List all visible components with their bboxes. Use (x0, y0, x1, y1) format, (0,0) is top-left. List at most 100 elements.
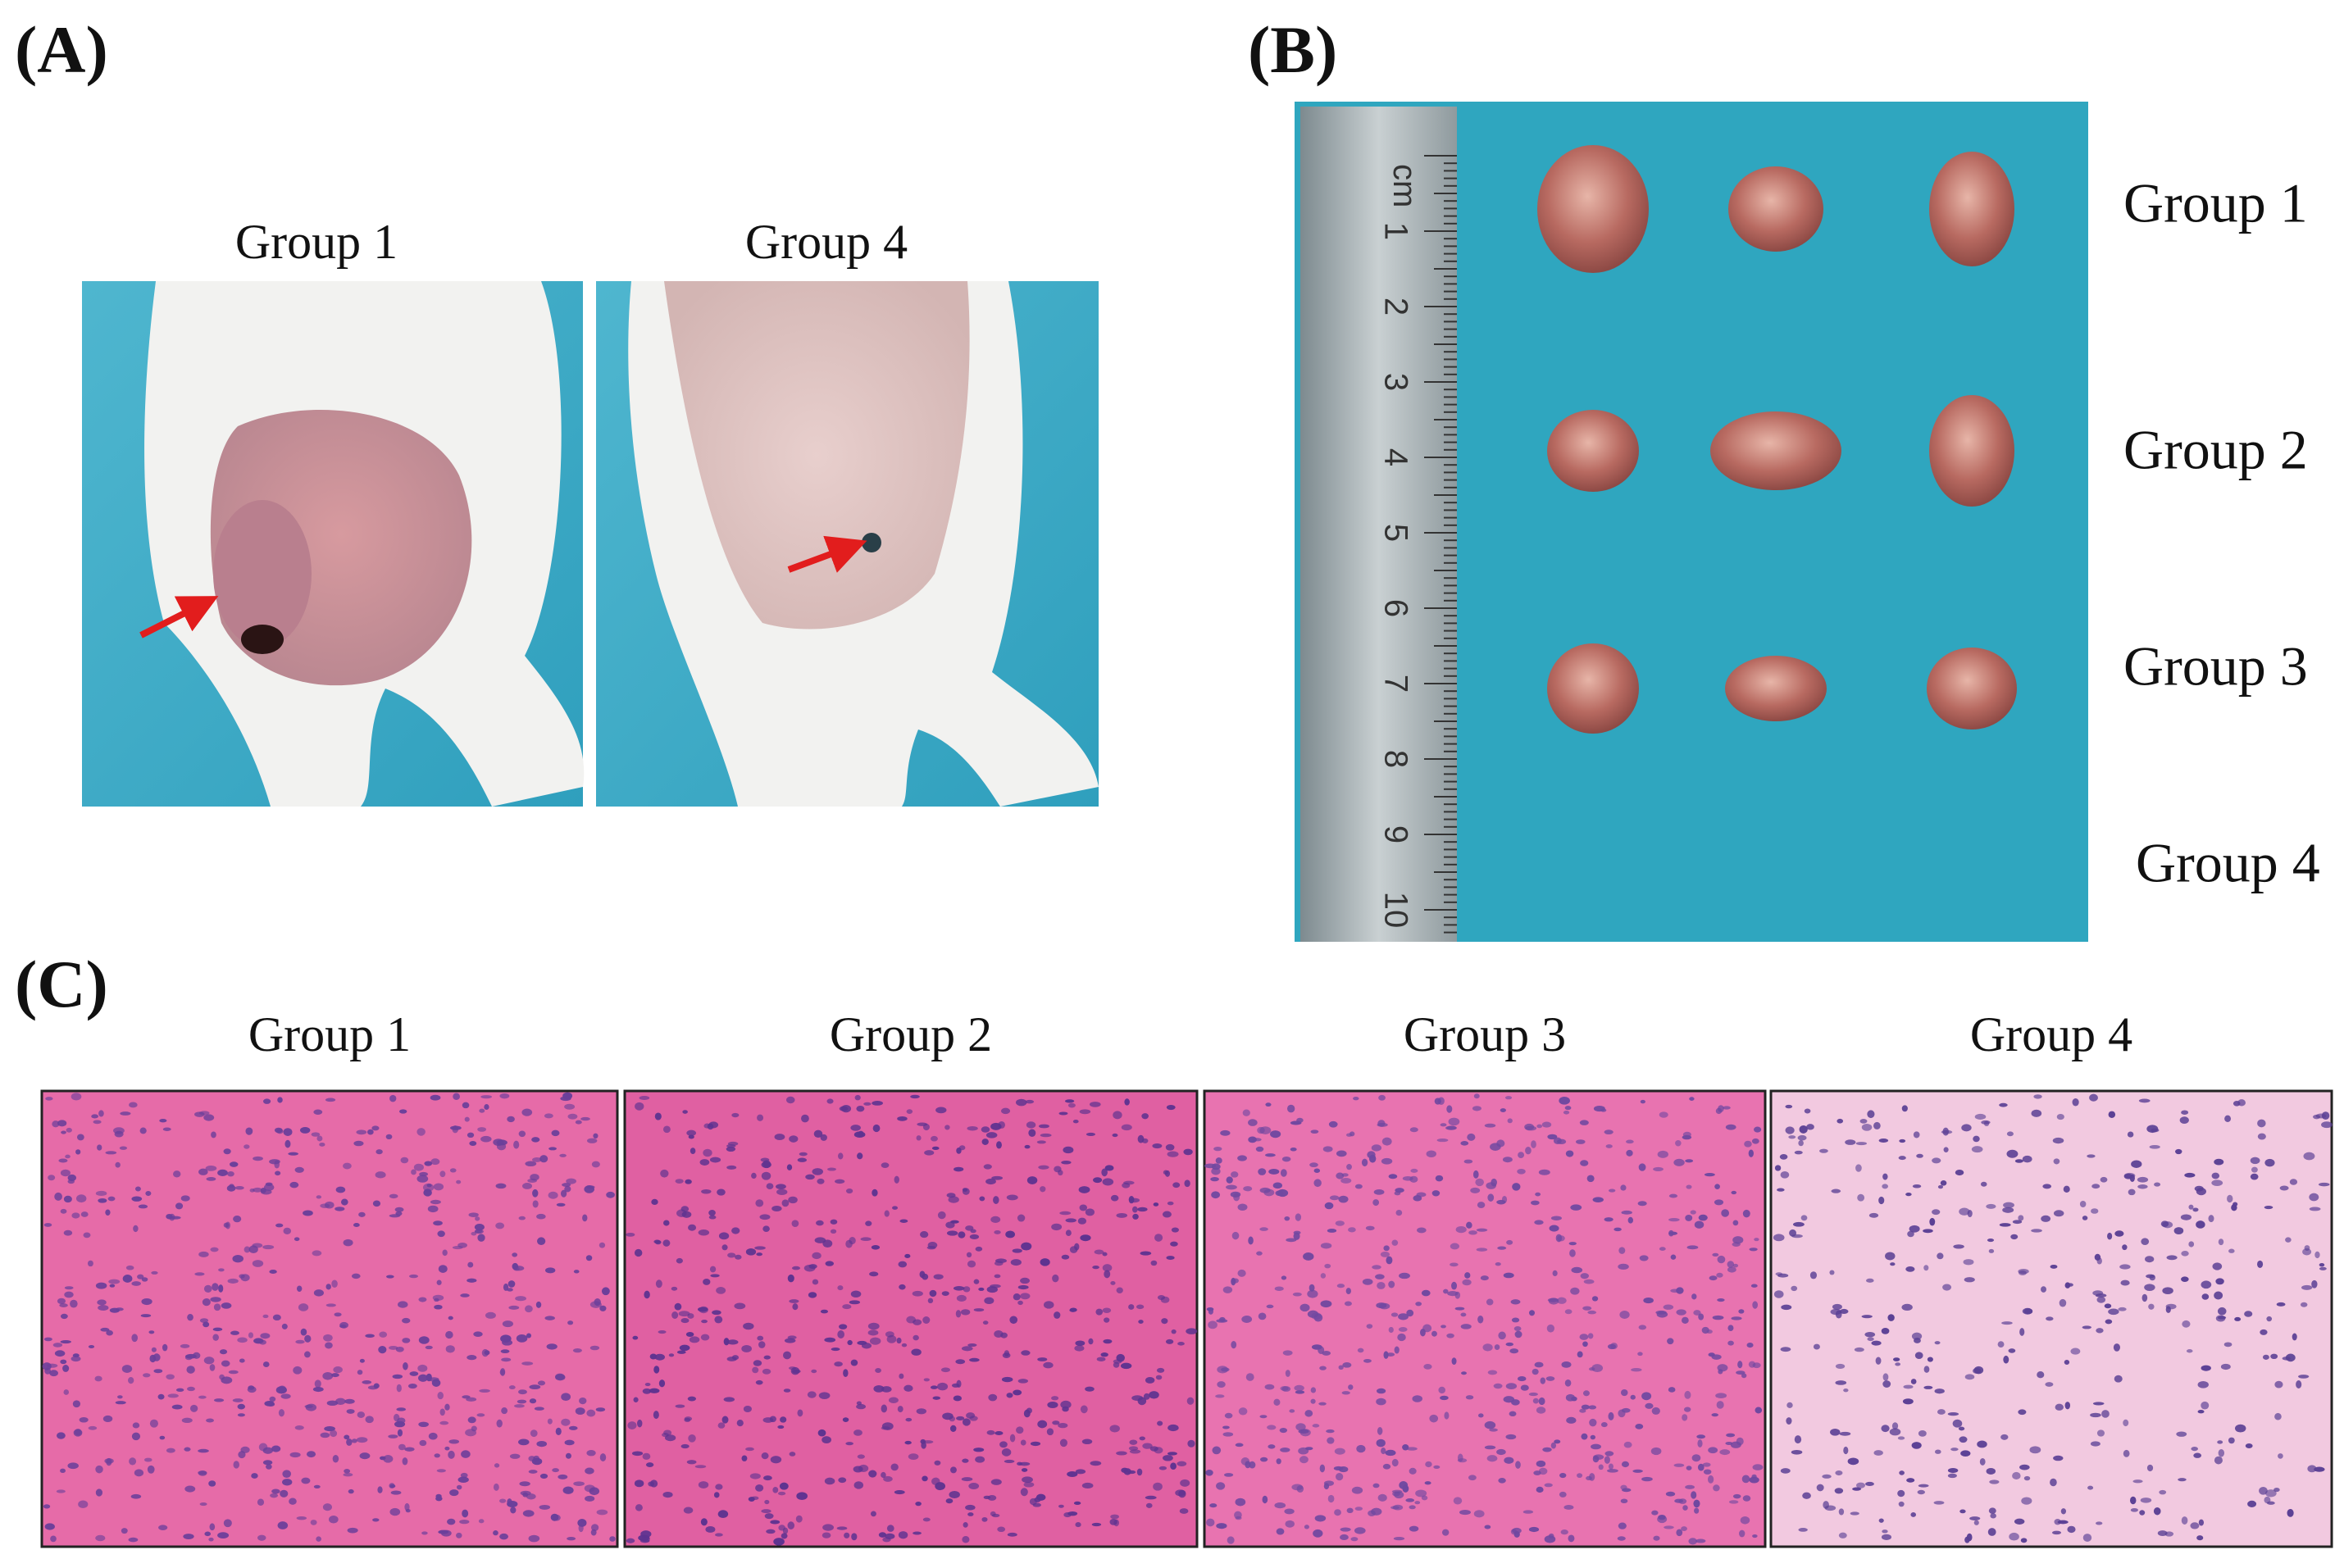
nucleus (447, 1518, 456, 1525)
nucleus (462, 1102, 470, 1109)
nucleus (1237, 1269, 1246, 1277)
nucleus (1937, 1184, 1944, 1189)
nucleus (1085, 1208, 1095, 1216)
nucleus (2119, 1264, 2131, 1270)
nucleus (1486, 1298, 1494, 1306)
nucleus (789, 1135, 799, 1143)
nucleus (452, 1245, 463, 1250)
nucleus (1235, 1498, 1246, 1507)
nucleus (343, 1238, 353, 1247)
nucleus (2231, 1204, 2237, 1211)
nucleus (759, 1214, 771, 1220)
nucleus (1727, 1340, 1734, 1346)
nucleus (2319, 1262, 2325, 1267)
tumor (1929, 395, 2014, 507)
nucleus (2000, 1434, 2009, 1440)
nucleus (495, 1183, 507, 1189)
nucleus (956, 1416, 965, 1420)
nucleus (1525, 1125, 1537, 1131)
nucleus (389, 1345, 398, 1350)
nucleus (212, 1283, 219, 1291)
nucleus (1835, 1363, 1846, 1369)
nucleus (442, 1249, 448, 1257)
nucleus (904, 1440, 912, 1445)
nucleus (1878, 1139, 1889, 1143)
nucleus (2218, 1448, 2225, 1457)
nucleus (924, 1150, 935, 1156)
nucleus (674, 1302, 682, 1311)
nucleus (2292, 1333, 2297, 1341)
nucleus (1881, 1534, 1892, 1540)
nucleus (1934, 1449, 1941, 1454)
nucleus (283, 1227, 292, 1234)
tumors (1537, 145, 2017, 734)
nucleus (1409, 1467, 1417, 1475)
nucleus (1725, 1124, 1736, 1130)
nucleus (1727, 1261, 1735, 1268)
nucleus (115, 1161, 121, 1168)
nucleus (717, 1422, 726, 1429)
nucleus (2196, 1188, 2206, 1196)
nucleus (755, 1484, 764, 1492)
nucleus (1496, 1199, 1506, 1205)
nucleus (313, 1484, 321, 1488)
nucleus (372, 1518, 380, 1522)
nucleus (1538, 1397, 1545, 1406)
nucleus (1961, 1124, 1972, 1132)
nucleus (2108, 1111, 2116, 1119)
nucleus (2149, 1274, 2155, 1281)
nucleus (1638, 1163, 1646, 1171)
nucleus (1383, 1245, 1390, 1252)
nucleus (1640, 1099, 1645, 1104)
nucleus (1550, 1216, 1562, 1220)
nucleus (1290, 1147, 1297, 1152)
nucleus (1535, 1192, 1541, 1197)
nucleus (245, 1127, 253, 1135)
nucleus (1001, 1376, 1013, 1383)
nucleus (1695, 1538, 1706, 1543)
nucleus (1205, 1470, 1213, 1476)
nucleus (1346, 1164, 1352, 1170)
nucleus (537, 1237, 546, 1246)
nucleus (2052, 1137, 2064, 1144)
nucleus (838, 1477, 847, 1484)
nucleus (1073, 1501, 1081, 1506)
nucleus (1969, 1516, 1981, 1520)
nucleus (331, 1373, 339, 1378)
nucleus (886, 1525, 894, 1532)
nucleus (64, 1286, 74, 1290)
nucleus (1577, 1473, 1583, 1479)
nucleus (143, 1457, 152, 1462)
nucleus (675, 1179, 684, 1184)
nucleus (1313, 1179, 1322, 1188)
nucleus (898, 1531, 908, 1539)
nucleus (399, 1109, 407, 1114)
nucleus (153, 1369, 163, 1374)
nucleus (1591, 1296, 1599, 1302)
nucleus (1036, 1140, 1046, 1144)
nucleus (1813, 1343, 1820, 1350)
nucleus (1906, 1478, 1915, 1483)
nucleus (1415, 1302, 1422, 1307)
nucleus (962, 1536, 970, 1543)
nucleus (1417, 1227, 1427, 1234)
nucleus (1388, 1326, 1394, 1334)
nucleus (837, 1330, 844, 1338)
nucleus (2181, 1251, 2189, 1257)
ruler (1300, 107, 1457, 942)
nucleus (1947, 1411, 1959, 1416)
nucleus (1554, 1439, 1561, 1444)
nucleus (131, 1334, 139, 1343)
nucleus (186, 1366, 195, 1374)
nucleus (499, 1533, 508, 1540)
nucleus (1431, 1190, 1441, 1197)
nucleus (962, 1188, 968, 1193)
nucleus (1021, 1350, 1031, 1356)
nucleus (1265, 1153, 1276, 1157)
nucleus (1110, 1194, 1119, 1202)
nucleus (1534, 1220, 1544, 1225)
nucleus (845, 1442, 853, 1446)
nucleus (1211, 1191, 1221, 1199)
nucleus (585, 1255, 593, 1261)
nucleus (418, 1336, 430, 1344)
